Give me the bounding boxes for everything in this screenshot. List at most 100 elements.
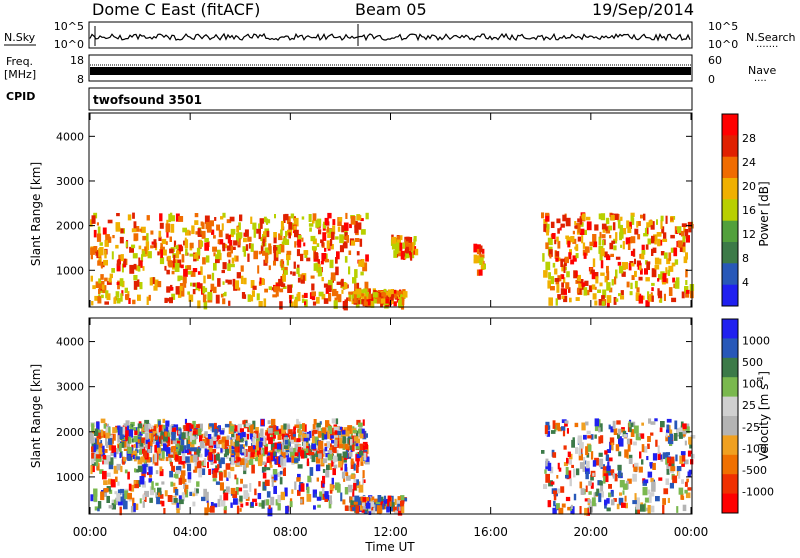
velocity-cell bbox=[371, 507, 376, 515]
power-cell bbox=[119, 236, 124, 244]
velocity-cell bbox=[102, 492, 107, 497]
power-cell bbox=[90, 252, 93, 260]
velocity-cell bbox=[350, 474, 355, 479]
velocity-cell bbox=[234, 474, 237, 480]
power-cell bbox=[297, 273, 301, 277]
velocity-cell bbox=[673, 433, 678, 441]
velocity-cell bbox=[123, 457, 127, 462]
velocity-cell bbox=[236, 460, 242, 466]
power-cell bbox=[290, 271, 293, 275]
velocity-cell bbox=[215, 481, 220, 485]
velocity-cell bbox=[214, 428, 218, 437]
velocity-cell bbox=[667, 497, 670, 503]
power-cell bbox=[160, 242, 163, 248]
velocity-cell bbox=[348, 451, 353, 457]
power-cell bbox=[279, 301, 283, 310]
velocity-cell bbox=[125, 425, 129, 431]
velocity-cell bbox=[311, 453, 316, 463]
velocity-cell bbox=[291, 489, 294, 494]
power-cell bbox=[634, 270, 637, 277]
power-cell bbox=[159, 213, 163, 222]
velocity-cell bbox=[635, 497, 640, 507]
velocity-cell bbox=[338, 443, 344, 449]
velocity-cell bbox=[171, 431, 176, 441]
velocity-cell bbox=[218, 439, 223, 445]
velocity-cell bbox=[260, 449, 263, 454]
velocity-cell bbox=[148, 478, 153, 483]
power-colorbar-tick-label: 4 bbox=[742, 276, 749, 289]
power-cell bbox=[358, 260, 363, 267]
power-cell bbox=[222, 293, 227, 297]
velocity-cell bbox=[268, 437, 273, 445]
velocity-cell bbox=[323, 448, 326, 454]
velocity-cell bbox=[571, 439, 575, 448]
power-cell bbox=[165, 241, 168, 245]
velocity-cell bbox=[133, 444, 136, 448]
velocity-cell bbox=[134, 468, 137, 473]
power-cell bbox=[621, 262, 626, 271]
power-cell bbox=[609, 242, 614, 250]
velocity-cell bbox=[329, 490, 333, 494]
velocity-cell bbox=[170, 481, 174, 487]
velocity-cell bbox=[249, 433, 253, 440]
velocity-cell bbox=[352, 496, 355, 501]
power-cell bbox=[309, 227, 312, 232]
power-cell bbox=[630, 236, 636, 244]
velocity-cell bbox=[192, 493, 195, 497]
velocity-cell bbox=[216, 435, 220, 440]
power-cell bbox=[301, 294, 305, 298]
velocity-cell bbox=[108, 478, 113, 485]
freq-left-tick-bottom: 8 bbox=[77, 73, 84, 86]
power-cell bbox=[268, 265, 271, 271]
power-cell bbox=[574, 246, 579, 250]
power-cell bbox=[648, 294, 654, 302]
velocity-cell bbox=[362, 502, 365, 507]
velocity-cell bbox=[655, 439, 658, 447]
velocity-cell bbox=[288, 429, 293, 435]
velocity-colorbar-label: Velocity [m s-1] bbox=[756, 371, 771, 461]
power-cell bbox=[132, 212, 135, 219]
nsky-left-tick-bottom: 10^0 bbox=[54, 38, 84, 51]
velocity-cell bbox=[548, 480, 553, 487]
velocity-cell bbox=[206, 507, 211, 513]
velocity-cell bbox=[326, 441, 330, 449]
nsky-strip-frame bbox=[88, 21, 693, 49]
velocity-cell bbox=[555, 503, 560, 510]
velocity-cell bbox=[155, 482, 159, 486]
power-cell bbox=[151, 241, 155, 245]
velocity-cell bbox=[226, 435, 230, 440]
velocity-cell bbox=[353, 463, 356, 471]
power-cell bbox=[213, 262, 217, 271]
velocity-cell bbox=[283, 452, 286, 459]
velocity-cell bbox=[649, 492, 655, 497]
velocity-cell bbox=[215, 453, 220, 461]
power-cell bbox=[413, 238, 416, 245]
power-cell bbox=[575, 253, 579, 259]
velocity-cell bbox=[608, 457, 613, 462]
power-cell bbox=[222, 281, 225, 285]
velocity-cell bbox=[100, 491, 105, 501]
velocity-cell bbox=[111, 503, 116, 510]
power-cell bbox=[561, 264, 566, 272]
velocity-cell bbox=[127, 471, 130, 480]
velocity-cell bbox=[163, 443, 167, 452]
power-cell bbox=[390, 289, 394, 295]
power-cell bbox=[288, 232, 291, 239]
velocity-cell bbox=[618, 451, 622, 457]
power-cell bbox=[397, 250, 403, 257]
power-cell bbox=[609, 287, 613, 293]
velocity-cell bbox=[216, 441, 220, 448]
power-cell bbox=[132, 299, 136, 305]
velocity-cell bbox=[666, 469, 670, 475]
velocity-cell bbox=[302, 434, 307, 438]
velocity-cell bbox=[294, 458, 299, 463]
velocity-cell bbox=[210, 459, 214, 465]
nsearch-label: N.Search bbox=[746, 31, 796, 44]
velocity-cell bbox=[365, 456, 370, 462]
power-cell bbox=[618, 265, 624, 274]
velocity-cell bbox=[685, 492, 691, 499]
power-cell bbox=[230, 245, 233, 254]
power-colorbar-tick-label: 8 bbox=[742, 252, 749, 265]
velocity-cell bbox=[387, 495, 392, 502]
